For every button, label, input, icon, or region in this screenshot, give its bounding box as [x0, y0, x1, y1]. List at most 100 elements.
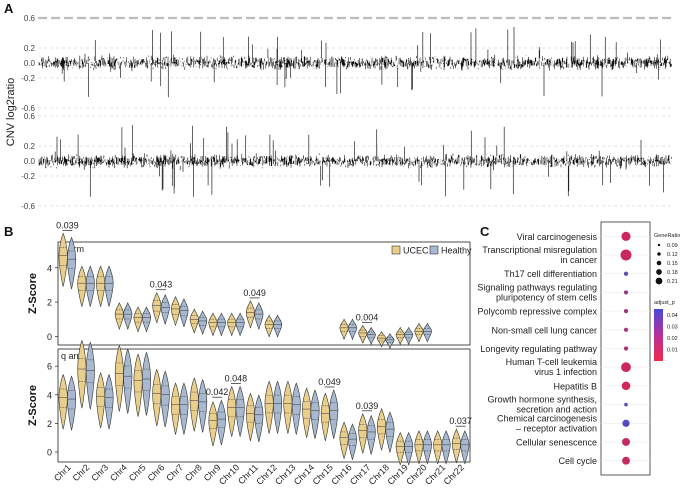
cnv-signal: [38, 55, 672, 71]
violin-healthy-chr6: [160, 370, 170, 428]
violin-ucec-chr3: [96, 265, 106, 307]
enrichment-dot: [624, 402, 628, 407]
violin-ucec-chr1: [58, 232, 68, 287]
pvalue-label: 0.039: [356, 401, 379, 411]
violin-healthy-chr15: [329, 389, 339, 439]
panel-label-a: A: [4, 1, 14, 16]
violin-ucec-chr7: [171, 382, 181, 435]
cnv-ytick-label: 0.2: [24, 142, 36, 151]
violin-ucec-chr10: [227, 385, 237, 437]
violin-ucec-chr4: [114, 344, 124, 412]
enrichment-dot: [621, 231, 631, 241]
violin-healthy-chr13: [291, 382, 301, 435]
violin-healthy-chr2: [85, 341, 95, 410]
violin-ucec-chr16: [339, 421, 349, 459]
violin-ucec-chr7: [171, 296, 181, 326]
pvalue-label: 0.043: [150, 280, 173, 290]
cnv-ytick-label: 0.2: [24, 44, 36, 53]
cnv-ytick-label: -0.6: [21, 104, 35, 113]
enrichment-term-label: Non-small cell lung cancer: [491, 325, 597, 335]
enrichment-term-label: Cell cycle: [558, 456, 597, 466]
violin-xtick-label: Chr2: [71, 462, 92, 483]
cnv-ytick-label: -0.6: [21, 202, 35, 211]
violin-healthy-chr8: [198, 310, 208, 335]
violin-xtick-label: Chr4: [108, 462, 129, 483]
violin-healthy-chr17: [366, 414, 376, 455]
enrichment-term-label: Chemical carcinogenesis: [497, 413, 598, 423]
violin-healthy-chr20: [422, 322, 432, 343]
violin-ucec-chr3: [96, 372, 106, 429]
violin-healthy-chr16: [347, 318, 357, 340]
enrichment-term-label: Polycomb repressive complex: [477, 307, 597, 317]
violin-ucec-chr11: [245, 300, 255, 329]
violin-ucec-chr17: [358, 324, 368, 344]
violin-xtick-label: Chr3: [89, 462, 110, 483]
violin-healthy-chr8: [198, 378, 208, 433]
cnv-ytick-label: 0.0: [24, 157, 36, 166]
pvalue-label: 0.042: [206, 387, 229, 397]
enrichment-dot: [622, 419, 630, 427]
violin-healthy-chr19: [404, 326, 414, 345]
violin-ucec-chr17: [358, 413, 368, 454]
violin-ucec-chr5: [133, 306, 143, 333]
violin-ucec-chr12: [264, 314, 274, 338]
legend-size-label: 0.18: [667, 270, 678, 276]
violin-ucec-chr15: [320, 392, 330, 441]
enrichment-dot: [623, 271, 629, 276]
enrichment-term-label: Viral carcinogenesis: [517, 232, 598, 242]
violin-healthy-chr3: [104, 373, 114, 430]
legend-color-title: adjust_p: [654, 300, 675, 306]
legend-size-dot: [656, 260, 662, 266]
violin-ucec-chr4: [114, 302, 124, 330]
violin-healthy-chr12: [273, 314, 283, 338]
enrichment-term-label: in cancer: [560, 255, 597, 265]
legend-color-label: 0.02: [667, 336, 678, 342]
violin-healthy-chr3: [104, 265, 114, 307]
violin-ucec-chr1: [58, 373, 68, 430]
violin-healthy-chr19: [404, 431, 414, 466]
legend-color-label: 0.01: [667, 348, 678, 354]
pvalue-label: 0.048: [225, 374, 248, 384]
cnv-ytick-label: 0.6: [24, 14, 36, 23]
violin-ytick-label: 6: [47, 362, 52, 372]
panel-a-cnv-chart: -0.6 -0.2 0.2 0.6 0.0 -0.6 -0.2 0.2 0.6 0.0: [21, 14, 672, 211]
violin-ucec-chr10: [227, 312, 237, 336]
violin-healthy-chr12: [273, 380, 283, 434]
enrichment-dot: [622, 438, 630, 446]
enrichment-dot: [623, 290, 629, 295]
enrichment-term-label: Th17 cell differentiation: [504, 269, 597, 279]
panel-label-b: B: [4, 224, 13, 239]
violin-ucec-chr11: [245, 392, 255, 441]
pvalue-label: 0.004: [356, 312, 379, 322]
violin-healthy-chr11: [254, 394, 264, 442]
violin-healthy-chr18: [385, 411, 395, 453]
violin-ucec-chr19: [395, 326, 405, 345]
violin-healthy-chr21: [441, 430, 451, 465]
pvalue-label: 0.037: [449, 416, 472, 426]
violin-healthy-chr5: [141, 306, 151, 333]
violin-subplot-frame: [57, 241, 471, 346]
pvalue-label: 0.049: [243, 288, 266, 298]
cnv-spikes: [54, 125, 664, 197]
enrichment-dot: [622, 456, 630, 465]
violin-ucec-chr19: [395, 431, 405, 466]
legend-ucec-label: UCEC: [403, 246, 429, 256]
enrichment-dot: [621, 381, 631, 391]
enrichment-term-label: Signaling pathways regulating: [477, 282, 597, 292]
enrichment-term-label: pluripotency of stem cells: [496, 292, 598, 302]
violin-xtick-label: Chr5: [127, 462, 148, 483]
enrichment-term-label: Longevity regulating pathway: [480, 344, 597, 354]
violin-healthy-chr22: [460, 430, 470, 465]
violin-ucec-chr9: [208, 401, 218, 447]
violin-healthy-chr9: [216, 399, 226, 446]
legend-size-label: 0.12: [667, 252, 678, 258]
violin-ytick-label: 4: [47, 263, 52, 273]
violin-healthy-chr4: [123, 302, 133, 330]
legend-size-title: GeneRatio: [654, 233, 680, 239]
enrichment-dot: [623, 327, 629, 332]
violin-xtick-label: Chr22: [442, 462, 466, 486]
violin-healthy-chr10: [235, 312, 245, 336]
violin-ucec-chr16: [339, 318, 349, 340]
violin-healthy-chr14: [310, 389, 320, 439]
